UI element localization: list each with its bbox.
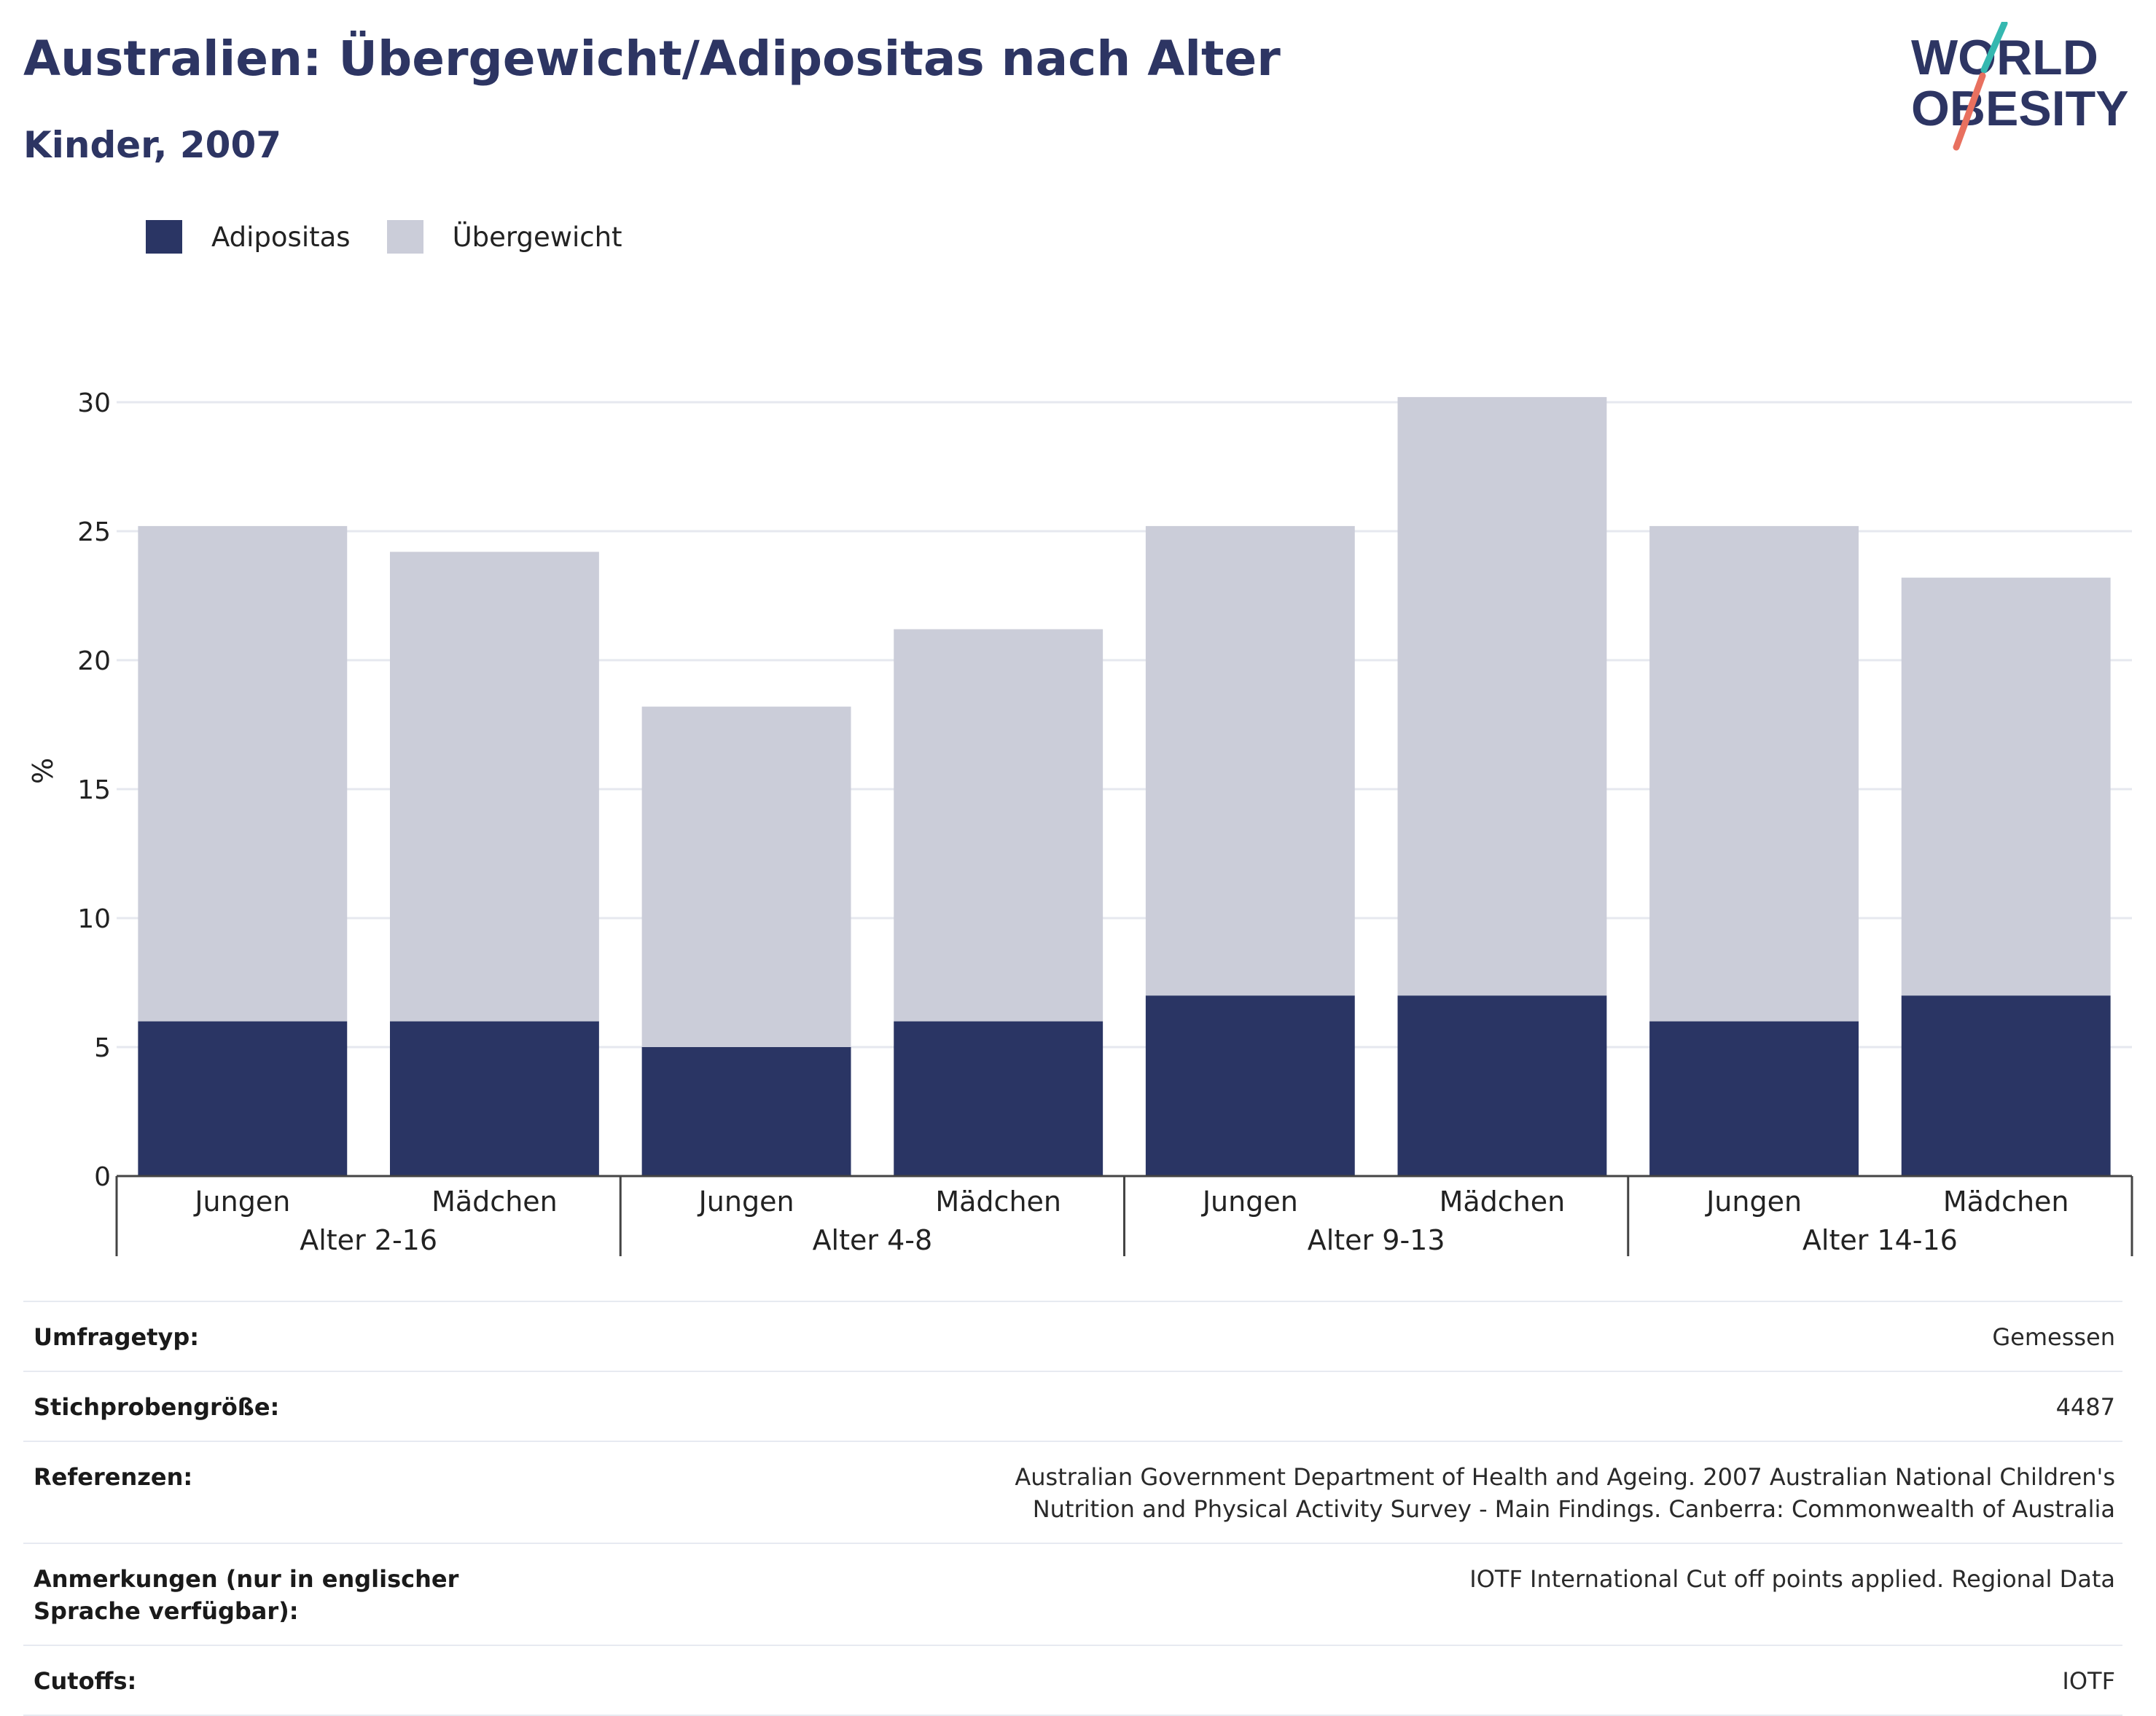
bar-adipositas [1901, 995, 2111, 1176]
stacked-bar-chart: 0 5 10 15 20 25 30% Jungen Mädchen Jungen Mädchen J… [27, 388, 2133, 1256]
meta-key: Anmerkungen (nur in englischer Sprache v… [23, 1543, 544, 1645]
logo-slash-teal [1980, 22, 2008, 74]
y-axis-label: % [27, 758, 59, 784]
world-obesity-logo: WORLD OBESITY [1911, 22, 2129, 151]
y-tick-label: 20 [77, 646, 111, 676]
x-tick-label: Mädchen [1943, 1186, 2069, 1218]
meta-row-cutoffs: Cutoffs: IOTF [23, 1645, 2122, 1716]
bar-uebergewicht [390, 552, 599, 1022]
meta-value: 4487 [544, 1371, 2122, 1441]
x-tick-label: Mädchen [431, 1186, 558, 1218]
meta-row-anmerkungen: Anmerkungen (nur in englischer Sprache v… [23, 1543, 2122, 1645]
legend-label-adipositas: Adipositas [211, 221, 351, 253]
bar-adipositas [641, 1047, 851, 1176]
meta-value: Gemessen [544, 1301, 2122, 1371]
meta-row-umfragetyp: Umfragetyp: Gemessen [23, 1301, 2122, 1371]
x-tick-label: Mädchen [1440, 1186, 1566, 1218]
legend-item-adipositas[interactable]: Adipositas [146, 220, 351, 254]
x-group-label: Alter 2-16 [300, 1224, 437, 1256]
logo-text-world: WORLD [1911, 30, 2098, 85]
legend-item-uebergewicht[interactable]: Übergewicht [386, 220, 622, 254]
legend-swatch-uebergewicht [386, 220, 423, 254]
meta-value: IOTF [544, 1645, 2122, 1716]
logo-slash-coral [1953, 72, 1986, 151]
bar-adipositas [1397, 995, 1607, 1176]
x-group-label: Alter 14-16 [1802, 1224, 1958, 1256]
x-group-label: Alter 9-13 [1308, 1224, 1445, 1256]
bar-uebergewicht [894, 629, 1104, 1022]
legend-label-uebergewicht: Übergewicht [452, 221, 622, 253]
x-group-label: Alter 4-8 [813, 1224, 933, 1256]
y-tick-label: 0 [94, 1162, 111, 1192]
meta-key: Referenzen: [23, 1441, 544, 1543]
y-tick-label: 5 [94, 1033, 111, 1063]
meta-key: Cutoffs: [23, 1645, 544, 1716]
meta-row-referenzen: Referenzen: Australian Government Depart… [23, 1441, 2122, 1543]
logo-text-obesity: OBESITY [1911, 81, 2129, 136]
bar-adipositas [1649, 1021, 1859, 1176]
bar-adipositas [1145, 995, 1355, 1176]
metadata-table: Umfragetyp: Gemessen Stichprobengröße: 4… [23, 1301, 2122, 1716]
y-tick-label: 25 [77, 517, 111, 547]
meta-key: Stichprobengröße: [23, 1371, 544, 1441]
legend-swatch-adipositas [146, 220, 182, 254]
meta-key: Umfragetyp: [23, 1301, 544, 1371]
bar-adipositas [138, 1021, 348, 1176]
x-tick-label: Jungen [193, 1186, 290, 1218]
x-tick-label: Mädchen [935, 1186, 1061, 1218]
x-tick-label: Jungen [1201, 1186, 1298, 1218]
x-tick-label: Jungen [1705, 1186, 1802, 1218]
y-tick-label: 10 [77, 904, 111, 934]
bar-uebergewicht [1145, 525, 1355, 996]
bar-uebergewicht [1397, 396, 1607, 996]
bar-adipositas [390, 1021, 599, 1176]
bar-uebergewicht [641, 706, 851, 1047]
bar-adipositas [894, 1021, 1104, 1176]
meta-value: IOTF International Cut off points applie… [544, 1543, 2122, 1645]
y-tick-label: 30 [77, 388, 111, 418]
bar-uebergewicht [1649, 525, 1859, 1022]
y-tick-label: 15 [77, 775, 111, 805]
x-tick-label: Jungen [698, 1186, 794, 1218]
chart-subtitle: Kinder, 2007 [23, 124, 282, 166]
meta-value: Australian Government Department of Heal… [544, 1441, 2122, 1543]
bar-uebergewicht [1901, 577, 2111, 996]
chart-title: Australien: Übergewicht/Adipositas nach … [23, 31, 1281, 87]
bar-uebergewicht [138, 525, 348, 1022]
legend: Adipositas Übergewicht [146, 215, 659, 259]
meta-row-stichprobengroesse: Stichprobengröße: 4487 [23, 1371, 2122, 1441]
